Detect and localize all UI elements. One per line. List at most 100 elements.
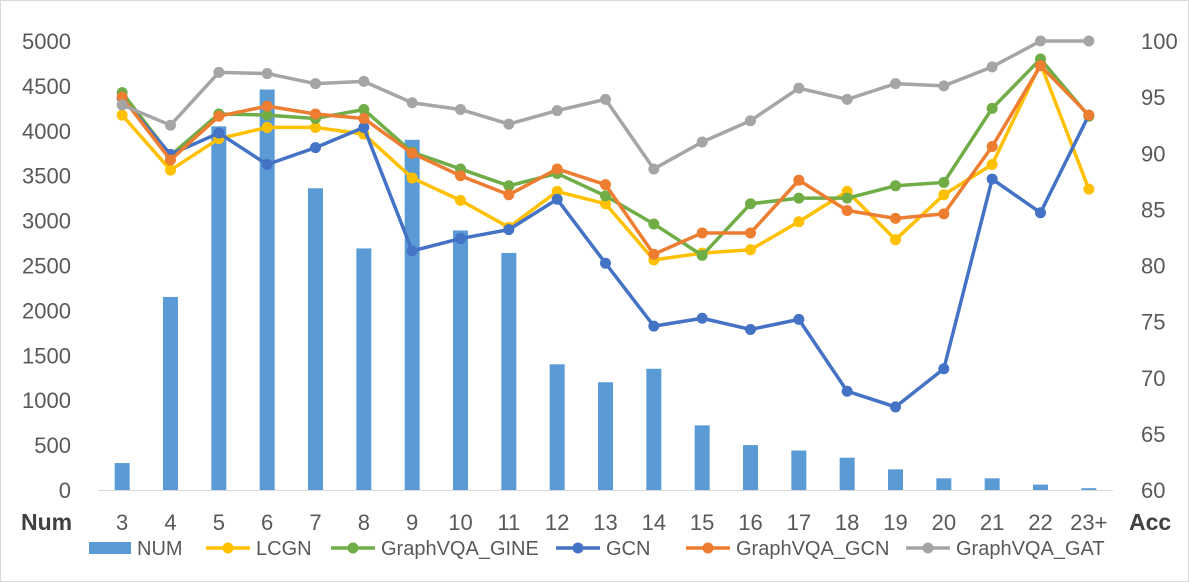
x-tick-11: 11 — [497, 510, 520, 535]
left-tick-2500: 2500 — [22, 254, 71, 279]
point-gcn-8 — [358, 121, 370, 133]
point-graphvqa-gat-17 — [793, 82, 805, 94]
x-tick-21: 21 — [980, 510, 1004, 535]
x-tick-9: 9 — [406, 510, 418, 535]
bar-num-5 — [211, 126, 227, 490]
bar-num-17 — [791, 450, 807, 490]
point-gcn-20 — [938, 363, 950, 375]
right-tick-100: 100 — [1141, 29, 1178, 54]
bar-num-18 — [839, 457, 855, 490]
legend-marker-gcn — [572, 542, 584, 554]
x-tick-19: 19 — [883, 510, 907, 535]
point-graphvqa-gcn-18 — [841, 204, 853, 216]
left-tick-4000: 4000 — [22, 119, 71, 144]
point-gcn-15 — [696, 312, 708, 324]
legend-label-num: NUM — [137, 538, 183, 560]
point-graphvqa-gcn-3 — [116, 91, 128, 103]
point-graphvqa-gat-5 — [213, 66, 225, 78]
point-gcn-21 — [986, 173, 998, 185]
point-gcn-17 — [793, 313, 805, 325]
right-tick-65: 65 — [1141, 422, 1165, 447]
legend-marker-lcgn — [222, 542, 234, 554]
left-tick-500: 500 — [34, 433, 71, 458]
x-tick-18: 18 — [835, 510, 859, 535]
bar-num-19 — [888, 469, 903, 490]
bar-num-13 — [598, 382, 613, 490]
point-graphvqa-gcn-19 — [890, 212, 901, 224]
left-tick-1000: 1000 — [22, 388, 71, 413]
right-tick-85: 85 — [1141, 197, 1165, 222]
point-lcgn-19 — [890, 234, 901, 246]
point-graphvqa-gine-18 — [841, 192, 853, 204]
left-tick-1500: 1500 — [22, 343, 71, 368]
point-graphvqa-gat-15 — [696, 136, 708, 148]
point-graphvqa-gcn-17 — [793, 174, 805, 186]
x-tick-3: 3 — [116, 510, 128, 535]
point-gcn-16 — [745, 323, 756, 335]
point-graphvqa-gat-12 — [551, 105, 563, 117]
point-lcgn-21 — [986, 158, 998, 170]
point-graphvqa-gcn-21 — [986, 141, 998, 153]
right-tick-95: 95 — [1141, 85, 1165, 110]
left-tick-5000: 5000 — [22, 29, 71, 54]
point-graphvqa-gcn-22 — [1035, 60, 1046, 72]
point-graphvqa-gat-23+ — [1083, 35, 1095, 47]
point-graphvqa-gcn-14 — [648, 248, 660, 260]
point-gcn-5 — [213, 127, 225, 139]
legend-marker-graphvqa-gcn — [702, 542, 714, 554]
point-graphvqa-gat-19 — [890, 78, 901, 90]
point-graphvqa-gat-9 — [406, 97, 418, 109]
bar-num-11 — [501, 252, 517, 490]
point-graphvqa-gat-16 — [745, 115, 756, 127]
point-graphvqa-gine-19 — [890, 180, 901, 192]
bar-num-3 — [114, 463, 130, 490]
x-tick-12: 12 — [545, 510, 569, 535]
x-tick-5: 5 — [213, 510, 225, 535]
bar-num-10 — [453, 230, 468, 490]
point-lcgn-10 — [455, 194, 466, 206]
left-axis-label: Num — [21, 509, 72, 535]
point-graphvqa-gcn-15 — [696, 227, 708, 239]
point-graphvqa-gcn-9 — [406, 147, 418, 159]
point-lcgn-20 — [938, 189, 950, 201]
point-graphvqa-gcn-16 — [745, 227, 756, 239]
point-graphvqa-gine-14 — [648, 218, 660, 230]
point-lcgn-3 — [116, 109, 128, 121]
x-tick-7: 7 — [309, 510, 321, 535]
right-tick-75: 75 — [1141, 310, 1165, 335]
point-graphvqa-gine-11 — [503, 180, 515, 192]
point-graphvqa-gat-7 — [310, 78, 321, 90]
x-tick-15: 15 — [690, 510, 714, 535]
point-graphvqa-gat-11 — [503, 118, 515, 130]
bar-num-12 — [549, 364, 565, 490]
x-tick-17: 17 — [787, 510, 811, 535]
point-graphvqa-gat-3 — [116, 99, 128, 111]
point-gcn-9 — [406, 245, 418, 257]
point-gcn-12 — [551, 193, 563, 205]
point-gcn-13 — [600, 257, 611, 269]
point-graphvqa-gcn-20 — [938, 208, 950, 220]
point-graphvqa-gcn-8 — [358, 112, 370, 124]
point-graphvqa-gine-20 — [938, 176, 950, 188]
point-graphvqa-gat-6 — [261, 68, 273, 80]
bar-num-6 — [259, 89, 275, 490]
point-graphvqa-gat-18 — [841, 93, 853, 105]
point-graphvqa-gine-17 — [793, 192, 805, 204]
point-graphvqa-gcn-10 — [455, 170, 466, 182]
legend-marker-graphvqa-gat — [922, 542, 934, 554]
point-graphvqa-gine-6 — [261, 109, 273, 121]
bar-num-14 — [646, 368, 662, 490]
point-graphvqa-gat-10 — [455, 103, 466, 115]
point-gcn-14 — [648, 320, 660, 332]
point-gcn-10 — [455, 233, 466, 245]
right-tick-80: 80 — [1141, 254, 1165, 279]
point-graphvqa-gcn-23+ — [1083, 109, 1095, 121]
point-graphvqa-gcn-5 — [213, 110, 225, 122]
bar-num-23+ — [1081, 488, 1097, 490]
bar-num-20 — [936, 478, 952, 490]
point-lcgn-7 — [310, 121, 321, 133]
point-lcgn-4 — [165, 164, 176, 176]
left-tick-3500: 3500 — [22, 164, 71, 189]
point-graphvqa-gine-15 — [696, 249, 708, 261]
